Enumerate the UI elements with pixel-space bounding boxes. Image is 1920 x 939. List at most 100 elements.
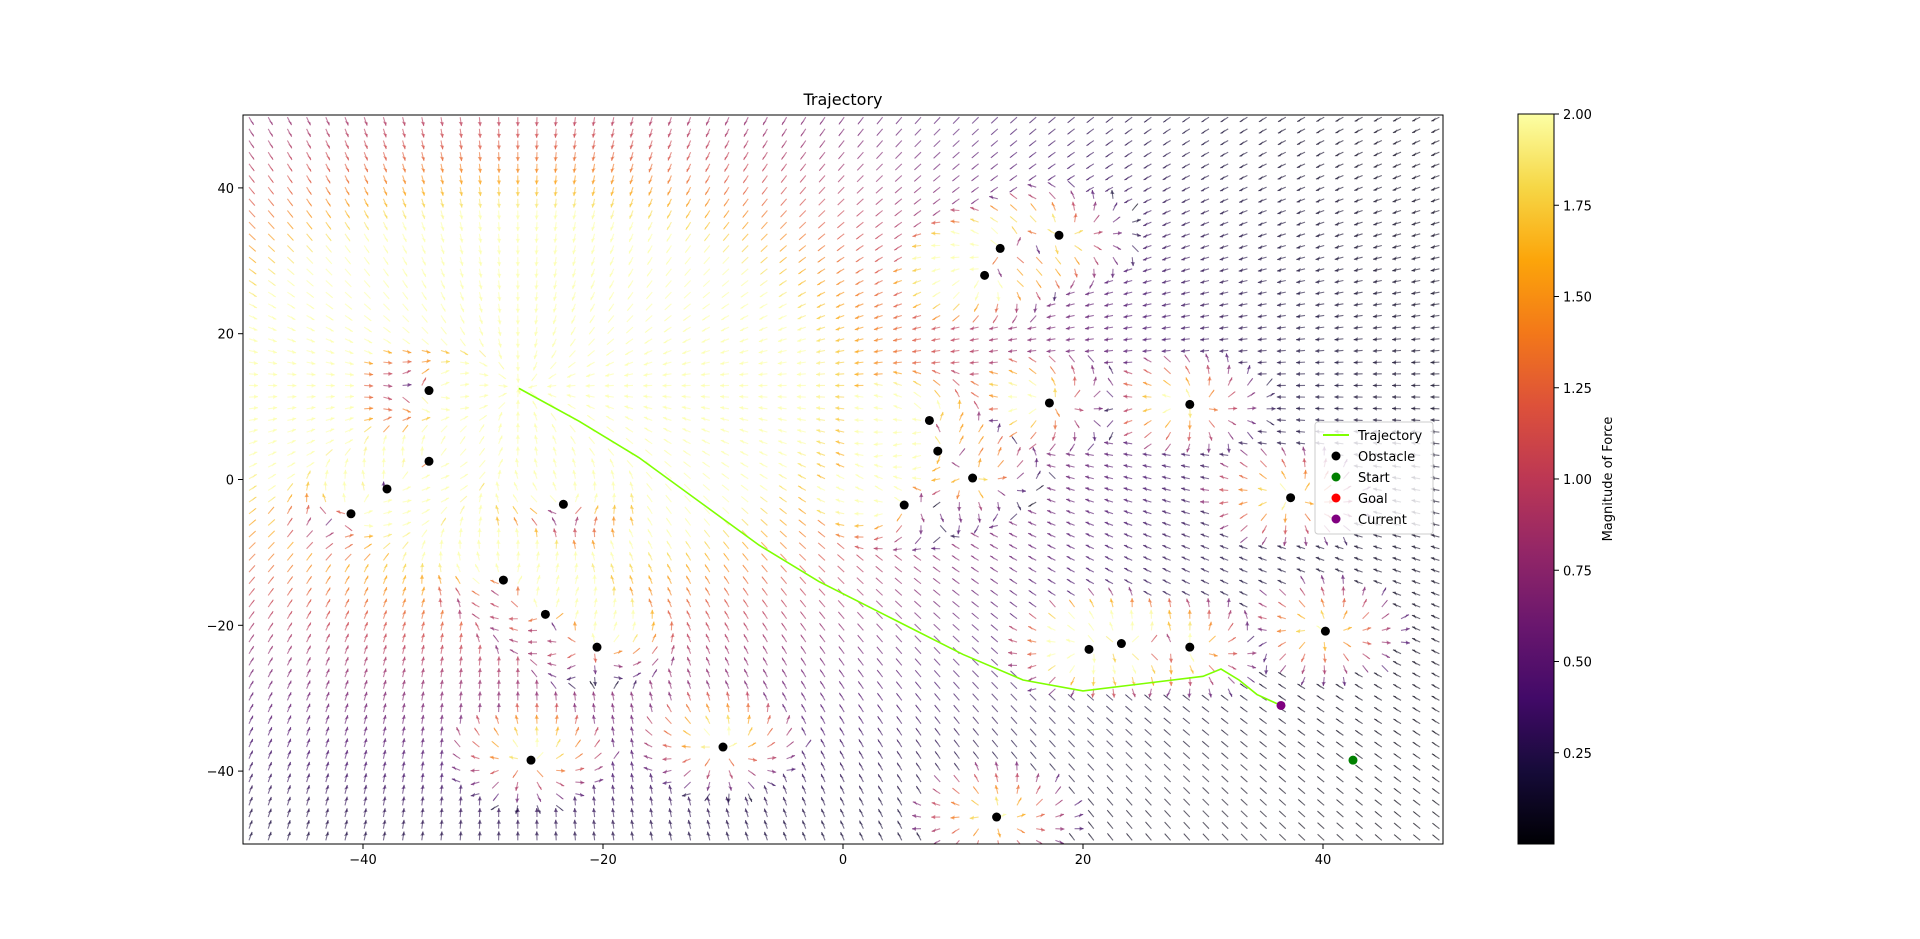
force-arrow: [535, 586, 540, 596]
force-arrow: [267, 726, 273, 736]
force-arrow: [287, 245, 295, 253]
force-arrow: [496, 539, 501, 549]
force-arrow: [420, 808, 425, 818]
force-arrow: [477, 808, 482, 818]
force-arrow: [478, 516, 483, 526]
force-arrow: [575, 792, 585, 797]
force-arrow: [402, 186, 407, 196]
force-arrow: [477, 656, 483, 666]
force-arrow: [344, 186, 350, 196]
force-arrow: [267, 128, 274, 137]
force-arrow: [552, 481, 557, 491]
force-arrow: [267, 303, 277, 309]
force-arrow: [460, 382, 470, 387]
force-arrow: [306, 761, 311, 771]
force-arrow: [363, 691, 368, 701]
force-arrow: [438, 598, 443, 608]
force-arrow: [324, 808, 330, 818]
force-arrow: [514, 469, 519, 479]
force-arrow: [401, 609, 407, 619]
force-arrow: [588, 338, 596, 346]
force-arrow: [475, 633, 481, 643]
force-arrow: [497, 292, 502, 302]
force-arrow: [402, 369, 412, 375]
force-arrow: [553, 198, 558, 208]
force-arrow: [534, 714, 539, 724]
force-arrow: [534, 539, 540, 549]
force-arrow: [568, 350, 576, 358]
force-arrow: [534, 738, 540, 748]
force-arrow: [383, 498, 393, 504]
force-arrow: [477, 703, 482, 713]
force-arrow: [587, 350, 595, 357]
force-arrow: [515, 350, 521, 360]
force-arrow: [477, 796, 482, 806]
force-arrow: [344, 564, 350, 573]
force-arrow: [267, 715, 273, 724]
force-arrow: [592, 528, 597, 538]
force-arrow: [287, 326, 296, 332]
force-arrow: [286, 715, 292, 724]
force-arrow: [534, 315, 539, 325]
force-arrow: [267, 314, 277, 320]
colorbar-gradient: [1517, 113, 1555, 845]
force-arrow: [459, 326, 466, 336]
force-arrow: [401, 140, 407, 150]
force-arrow: [475, 622, 480, 631]
force-arrow: [306, 784, 311, 794]
force-arrow: [592, 677, 598, 687]
force-arrow: [553, 222, 558, 232]
force-arrow: [574, 598, 579, 608]
force-arrow: [478, 493, 483, 503]
force-arrow: [421, 519, 430, 526]
force-arrow: [382, 563, 388, 573]
force-arrow: [458, 784, 463, 794]
x-axis: −40 −20 0 20 40: [349, 844, 1331, 868]
legend-obstacle-swatch: [1331, 451, 1341, 461]
force-arrow: [508, 616, 518, 622]
force-arrow: [286, 564, 294, 573]
force-arrow: [496, 691, 501, 701]
force-arrow: [515, 152, 521, 162]
force-arrow: [567, 653, 576, 659]
force-arrow: [267, 473, 277, 480]
force-arrow: [401, 458, 406, 468]
force-arrow: [575, 767, 585, 772]
force-arrow: [306, 175, 312, 184]
force-arrow: [401, 784, 406, 794]
force-arrow: [267, 326, 277, 332]
force-arrow: [574, 516, 579, 526]
force-arrow: [268, 372, 278, 377]
force-arrow: [382, 128, 388, 138]
force-arrow: [383, 407, 393, 412]
force-arrow: [529, 659, 538, 666]
force-arrow: [496, 222, 502, 232]
force-arrow: [248, 451, 258, 456]
force-arrow: [490, 602, 499, 608]
force-arrow: [402, 256, 408, 266]
force-arrow: [382, 163, 388, 173]
force-arrow: [268, 360, 278, 366]
force-arrow: [344, 405, 354, 410]
force-arrow: [496, 528, 501, 538]
force-arrow: [344, 233, 351, 242]
force-arrow: [533, 423, 538, 433]
force-arrow: [325, 680, 330, 689]
force-arrow: [401, 831, 406, 841]
force-arrow: [498, 392, 507, 398]
force-arrow: [344, 598, 350, 608]
force-arrow: [286, 726, 292, 736]
force-arrow: [479, 414, 488, 421]
force-arrow: [550, 412, 557, 421]
force-arrow: [306, 394, 316, 399]
obstacle-marker: [498, 575, 508, 585]
force-arrow: [420, 773, 425, 783]
force-arrow: [325, 175, 331, 184]
force-arrow: [572, 163, 577, 173]
obstacle-marker: [980, 270, 990, 280]
force-arrow: [306, 417, 316, 422]
force-arrow: [306, 128, 312, 138]
force-arrow: [421, 508, 430, 515]
force-arrow: [495, 493, 500, 503]
force-arrow: [420, 644, 426, 654]
